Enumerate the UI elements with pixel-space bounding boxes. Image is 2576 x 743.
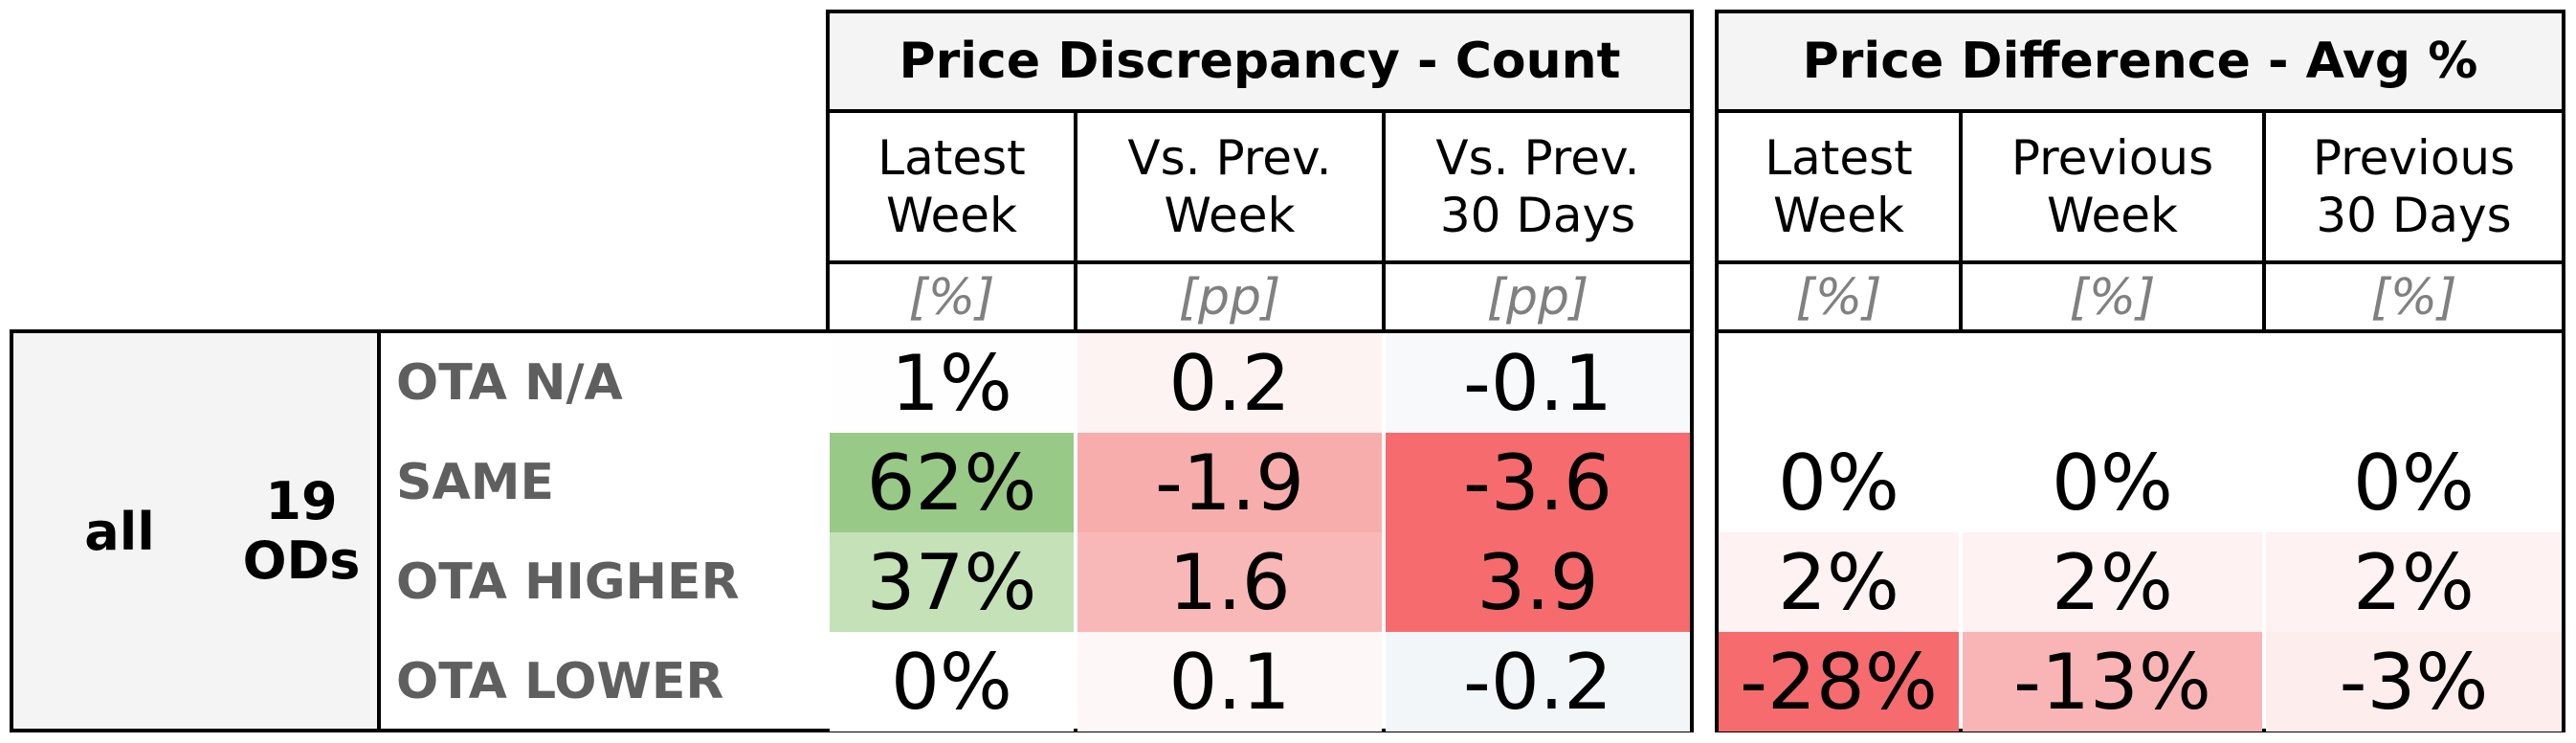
group-block bbox=[10, 329, 381, 732]
right-value-cell: 0% bbox=[1719, 433, 1959, 532]
left-value-cell: 3.9 bbox=[1386, 532, 1690, 632]
count-panel-title: Price Discrepancy - Count bbox=[830, 13, 1690, 109]
right-value-cell: 0% bbox=[1963, 433, 2262, 532]
divider bbox=[826, 260, 1694, 264]
divider bbox=[826, 109, 1694, 113]
left-value-cell: 0.1 bbox=[1077, 632, 1382, 732]
left-value-cell: 0.2 bbox=[1077, 333, 1382, 433]
row-label: OTA HIGHER bbox=[396, 553, 740, 611]
left-value-cell: 1.6 bbox=[1077, 532, 1382, 632]
column-header-previous-week: Previous Week bbox=[2010, 130, 2214, 243]
unit-label: [%] bbox=[908, 269, 995, 326]
right-value-cell: -3% bbox=[2266, 632, 2562, 732]
right-value-cell: 0% bbox=[2266, 433, 2562, 532]
left-value-cell: -0.2 bbox=[1386, 632, 1690, 732]
unit-label: [%] bbox=[1795, 269, 1882, 326]
right-value-cell bbox=[1719, 333, 1959, 433]
divider bbox=[1715, 260, 2565, 264]
group-ods-count: 19 ODs bbox=[242, 471, 361, 591]
group-name: all bbox=[84, 501, 155, 562]
column-header-vs-prev-30-days: Vs. Prev. 30 Days bbox=[1435, 130, 1640, 243]
column-header-latest-week: Latest Week bbox=[1765, 130, 1913, 243]
divider bbox=[1382, 109, 1386, 333]
column-header-latest-week: Latest Week bbox=[877, 130, 1026, 243]
right-value-cell: 2% bbox=[1719, 532, 1959, 632]
right-value-cell: 2% bbox=[2266, 532, 2562, 632]
divider bbox=[1715, 109, 2565, 113]
right-value-cell: 2% bbox=[1963, 532, 2262, 632]
divider bbox=[2262, 109, 2266, 333]
left-value-cell: 1% bbox=[830, 333, 1074, 433]
left-value-cell: 0% bbox=[830, 632, 1074, 732]
avg-panel-title: Price Difference - Avg % bbox=[1719, 13, 2562, 109]
row-label: SAME bbox=[396, 454, 554, 511]
row-label: OTA LOWER bbox=[396, 653, 724, 710]
left-value-cell: -1.9 bbox=[1077, 433, 1382, 532]
right-value-cell: -28% bbox=[1719, 632, 1959, 732]
divider bbox=[1959, 109, 1963, 333]
unit-label: [%] bbox=[2370, 269, 2457, 326]
right-value-cell bbox=[1963, 333, 2262, 433]
column-header-previous-30-days: Previous 30 Days bbox=[2312, 130, 2516, 243]
left-value-cell: 37% bbox=[830, 532, 1074, 632]
unit-label: [pp] bbox=[1178, 269, 1281, 326]
right-value-cell: -13% bbox=[1963, 632, 2262, 732]
unit-label: [pp] bbox=[1486, 269, 1589, 326]
row-label: OTA N/A bbox=[396, 354, 623, 412]
left-value-cell: -3.6 bbox=[1386, 433, 1690, 532]
right-value-cell bbox=[2266, 333, 2562, 433]
left-value-cell: -0.1 bbox=[1386, 333, 1690, 433]
divider bbox=[1074, 109, 1077, 333]
column-header-vs-prev-week: Vs. Prev. Week bbox=[1127, 130, 1332, 243]
unit-label: [%] bbox=[2069, 269, 2156, 326]
left-value-cell: 62% bbox=[830, 433, 1074, 532]
